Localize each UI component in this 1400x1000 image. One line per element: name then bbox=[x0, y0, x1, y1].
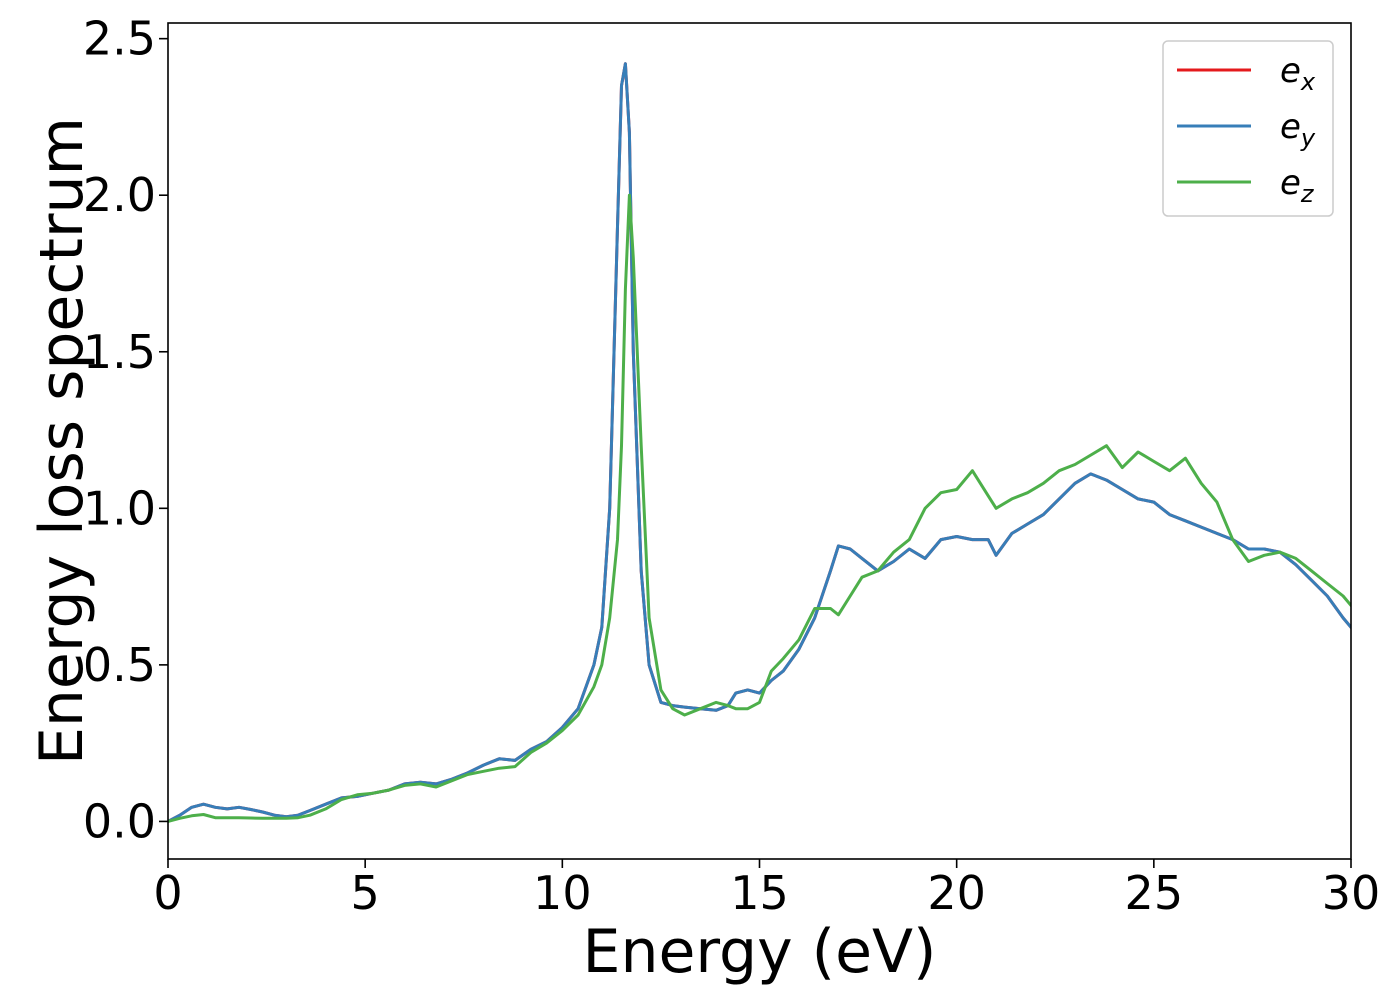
x-tick-label: 10 bbox=[533, 866, 592, 920]
x-tick-label: 30 bbox=[1322, 866, 1381, 920]
y-axis-title: Energy loss spectrum bbox=[27, 117, 97, 765]
legend-label-x: ex bbox=[1280, 51, 1316, 96]
x-tick-label: 5 bbox=[351, 866, 380, 920]
legend-box bbox=[1162, 40, 1334, 217]
x-axis-ticks: 0 5 10 15 20 25 30 bbox=[153, 859, 1380, 920]
y-tick-label: 2.0 bbox=[83, 168, 156, 222]
x-tick-label: 25 bbox=[1125, 866, 1184, 920]
series-line-z bbox=[168, 193, 1351, 823]
x-tick-label: 15 bbox=[730, 866, 789, 920]
y-tick-label: 0.5 bbox=[83, 638, 156, 692]
series-layer bbox=[168, 62, 1351, 823]
x-tick-label: 20 bbox=[927, 866, 986, 920]
legend: ex ey ez bbox=[1162, 40, 1334, 217]
y-tick-label: 2.5 bbox=[83, 12, 156, 66]
x-tick-label: 0 bbox=[153, 866, 182, 920]
y-tick-label: 1.0 bbox=[83, 481, 156, 535]
x-axis-title: Energy (eV) bbox=[583, 917, 937, 987]
y-tick-label: 0.0 bbox=[83, 794, 156, 848]
legend-label-z: ez bbox=[1280, 163, 1315, 208]
y-axis-ticks: 0.0 0.5 1.0 1.5 2.0 2.5 bbox=[83, 12, 168, 848]
y-tick-label: 1.5 bbox=[83, 325, 156, 379]
legend-label-y: ey bbox=[1280, 107, 1316, 152]
